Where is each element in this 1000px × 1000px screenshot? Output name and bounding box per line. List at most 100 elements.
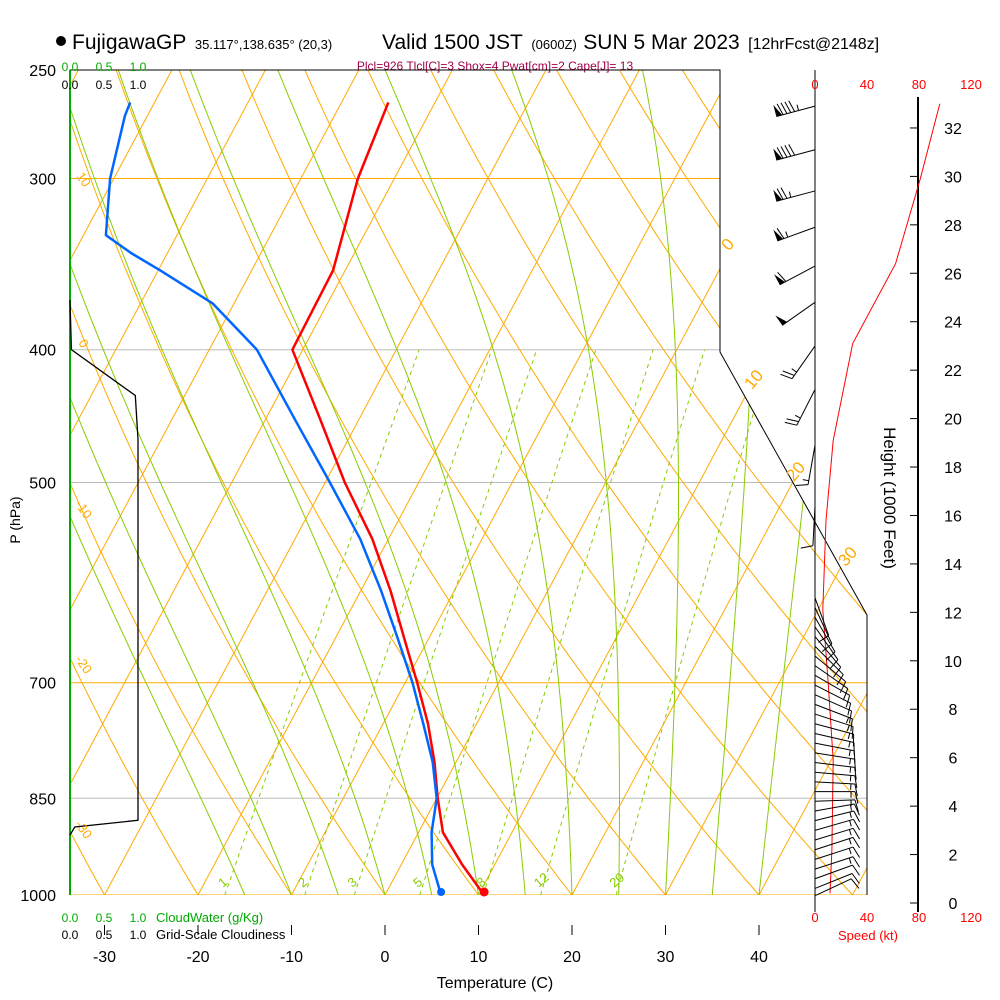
height-tick-label: 26: [944, 266, 962, 283]
temperature-tick-label: -10: [280, 949, 303, 966]
wind-barb-icon: [814, 803, 860, 816]
thermo-grid: [70, 70, 867, 895]
moist-adiabat: [70, 70, 292, 895]
wind-barb-shaft: [796, 389, 816, 426]
mixing-ratio-line: [224, 349, 420, 895]
isotherm-line: [758, 70, 867, 895]
wind-barb-flag: [853, 803, 860, 816]
wind-barb-flag: [852, 864, 860, 876]
mixing-ratio-line: [304, 349, 493, 895]
speed-tick-label-bottom: 80: [912, 910, 926, 925]
speed-tick-label-top: 40: [860, 77, 874, 92]
y-axis-title: P (hPa): [7, 496, 23, 543]
moist-adiabat: [70, 70, 246, 895]
wind-barb-shaft: [814, 703, 853, 720]
temperature-tick-label: 40: [750, 949, 768, 966]
wind-barb-shaft: [814, 665, 849, 689]
wind-barb-shaft: [807, 445, 816, 485]
mixing-ratio-label: 20: [606, 870, 627, 891]
dry-adiabat: [107, 70, 573, 895]
wind-barb-icon: [814, 645, 844, 686]
wind-barb-icon: [784, 389, 816, 426]
pressure-tick-label: 250: [29, 63, 56, 80]
wind-barb-icon: [814, 864, 860, 880]
height-tick-label: 16: [944, 508, 962, 525]
dry-adiabat: [542, 70, 867, 895]
wind-barb-shaft: [814, 684, 851, 704]
wind-barb-shaft: [814, 836, 854, 851]
wind-barb-half: [849, 758, 852, 765]
wind-barb-flag: [854, 783, 858, 797]
wind-barb-flag: [854, 775, 858, 788]
cloudiness-line: [69, 300, 139, 836]
wind-barb-shaft: [814, 864, 853, 880]
pressure-tick-label: 500: [29, 476, 56, 493]
cloudwater-tick-bottom: 0.5: [96, 911, 113, 925]
wind-speed-line: [822, 103, 941, 894]
wind-barb-shaft: [814, 732, 855, 743]
isotherm-line: [70, 70, 279, 895]
dry-adiabat: [70, 70, 479, 895]
mixing-ratio-line: [353, 349, 538, 895]
wind-barb-half: [791, 368, 797, 373]
height-tick-label: 14: [944, 557, 962, 574]
wind-barb-pennant: [775, 315, 788, 326]
dry-adiabat: [293, 70, 853, 895]
wind-barb-icon: [814, 781, 858, 797]
height-tick-label: 20: [944, 412, 962, 429]
height-tick-label: 24: [944, 315, 962, 332]
dry-adiabat: [70, 70, 292, 895]
wind-barb-flag: [780, 146, 788, 158]
wind-barb-shaft: [814, 781, 855, 785]
wind-barb-icon: [814, 810, 861, 823]
cloudwater-tick-top: 1.0: [130, 60, 147, 74]
moist-adiabat: [502, 70, 620, 895]
cloudiness-tick-bottom: 0.0: [62, 928, 79, 942]
wind-barb-icon: [814, 665, 849, 701]
moist-adiabat: [180, 70, 479, 895]
wind-barb-half: [849, 804, 852, 811]
wind-barb-icon: [814, 827, 861, 841]
dry-adiabat: [231, 70, 760, 895]
wind-barb-flag: [848, 710, 853, 724]
wind-barb-shaft: [781, 301, 816, 326]
wind-barb-flag: [786, 418, 799, 423]
cloudiness-tick-top: 1.0: [130, 78, 147, 92]
header-valid: Valid 1500 JST (0600Z) SUN 5 Mar 2023 [1…: [382, 31, 879, 54]
mixing-ratio-label: 1: [215, 874, 230, 890]
wind-barb-shaft: [814, 818, 854, 831]
wind-barb-pennant: [773, 104, 783, 117]
dry-adiabat: [853, 70, 867, 895]
plot-frame: [69, 69, 868, 912]
wind-barb-shaft: [814, 626, 839, 660]
forecast-info: [12hrFcst@2148z]: [748, 36, 879, 53]
moist-adiabat: [636, 70, 679, 895]
wind-barb-shaft: [814, 827, 854, 841]
wind-barb-half: [848, 838, 852, 845]
wind-barb-icon: [814, 771, 858, 788]
theta-label: 0: [75, 336, 91, 351]
dewpoint-line: [104, 101, 443, 896]
wind-barb-pennant: [773, 229, 784, 241]
wind-barb-flag: [836, 674, 844, 686]
wind-barb-shaft: [812, 505, 816, 546]
valid-time: Valid 1500 JST: [382, 31, 523, 54]
speed-tick-label-bottom: 40: [860, 910, 874, 925]
wind-barb-half: [848, 749, 851, 757]
dry-adiabat: [70, 70, 386, 895]
temperature-tick-label: -20: [186, 949, 209, 966]
wind-barb-half: [849, 775, 852, 782]
wind-barb-shaft: [791, 345, 816, 379]
height-tick-label: 0: [949, 896, 958, 913]
theta-label: -20: [72, 652, 95, 676]
wind-barb-flag: [777, 271, 787, 282]
height-tick-label: 8: [949, 702, 958, 719]
wind-barb-flag: [854, 767, 857, 780]
wind-barb-icon: [800, 505, 816, 549]
temperature-tick-label: 10: [470, 949, 488, 966]
wind-barb-half: [848, 829, 852, 836]
station-name: FujigawaGP: [72, 31, 186, 54]
wind-barb-flag: [776, 147, 784, 159]
wind-barb-half: [849, 766, 852, 773]
